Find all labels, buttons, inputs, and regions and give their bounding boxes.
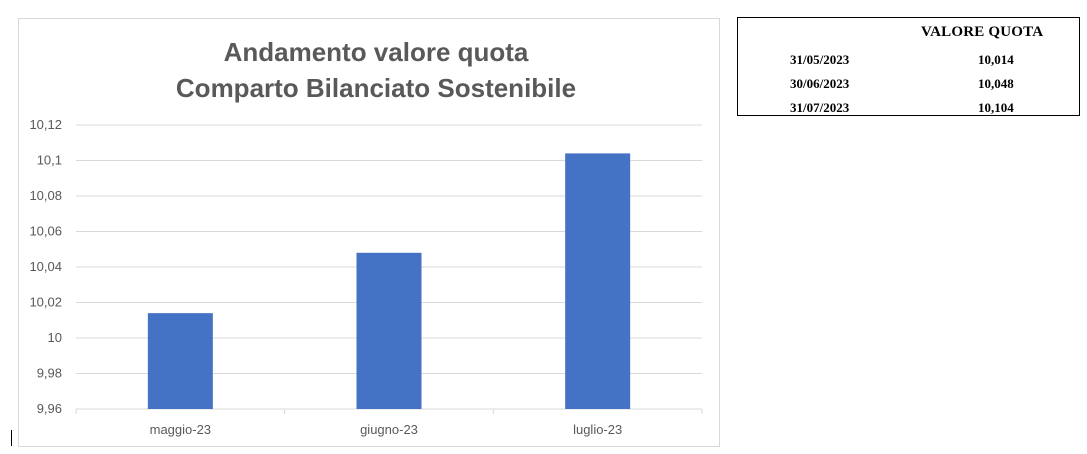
chart-area[interactable]: Andamento valore quota Comparto Bilanciat… bbox=[18, 18, 720, 447]
table-cell-value: 10,014 bbox=[978, 52, 1014, 67]
bar bbox=[565, 153, 631, 409]
table-cell-value: 10,048 bbox=[978, 76, 1014, 91]
bar bbox=[356, 252, 422, 409]
table-cell-date: 30/06/2023 bbox=[790, 76, 850, 91]
text-cursor bbox=[11, 430, 12, 446]
y-tick-label: 10,06 bbox=[29, 224, 62, 239]
table-cell-date: 31/07/2023 bbox=[790, 100, 850, 115]
bar bbox=[147, 313, 213, 409]
bar-chart: Andamento valore quota Comparto Bilanciat… bbox=[29, 37, 703, 437]
y-tick-label: 10,02 bbox=[29, 295, 62, 310]
y-tick-label: 10,04 bbox=[29, 259, 62, 274]
y-tick-label: 10,08 bbox=[29, 188, 62, 203]
table-header-label: VALORE QUOTA bbox=[921, 24, 1044, 40]
y-tick-label: 10 bbox=[48, 330, 62, 345]
chart-title: Comparto Bilanciato Sostenibile bbox=[176, 73, 576, 103]
table-cell-value: 10,104 bbox=[978, 100, 1014, 115]
table-row: 31/05/2023 10,014 bbox=[738, 52, 1079, 72]
table-row: 31/07/2023 10,104 bbox=[738, 100, 1079, 120]
y-tick-label: 10,1 bbox=[37, 153, 62, 168]
x-tick-label: giugno-23 bbox=[360, 422, 418, 437]
table-header: VALORE QUOTA bbox=[738, 24, 1079, 44]
x-tick-label: maggio-23 bbox=[150, 422, 211, 437]
x-tick-label: luglio-23 bbox=[573, 422, 622, 437]
y-tick-label: 10,12 bbox=[29, 117, 62, 132]
table-cell-date: 31/05/2023 bbox=[790, 52, 850, 67]
y-tick-label: 9,98 bbox=[37, 366, 62, 381]
table-row: 30/06/2023 10,048 bbox=[738, 76, 1079, 96]
valore-quota-table: VALORE QUOTA 31/05/2023 10,014 30/06/202… bbox=[737, 17, 1080, 116]
chart-title: Andamento valore quota bbox=[224, 37, 529, 67]
y-tick-label: 9,96 bbox=[37, 401, 62, 416]
